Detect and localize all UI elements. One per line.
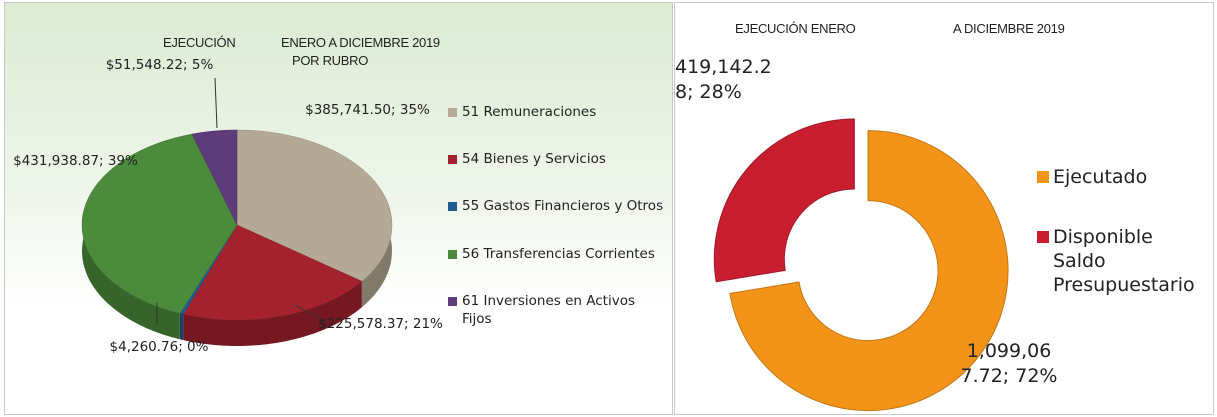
- data-label: $225,578.37; 21%: [318, 315, 443, 333]
- page: EJECUCIÓN ENERO A DICIEMBRE 2019 POR RUBRO…: [0, 0, 1217, 417]
- chart-title: A DICIEMBRE 2019: [953, 21, 1065, 36]
- data-label: $431,938.87; 39%: [13, 152, 138, 170]
- donut-panel: EJECUCIÓN ENERO A DICIEMBRE 2019 1,099,067…: [674, 2, 1214, 415]
- chart-title: POR RUBRO: [292, 53, 368, 68]
- legend-entry: Disponible Saldo Presupuestario: [1037, 225, 1203, 297]
- legend-swatch: [448, 250, 457, 259]
- data-label: 419,142.28; 28%: [675, 55, 773, 105]
- pie-slice-side: [180, 313, 184, 340]
- pie-panel: EJECUCIÓN ENERO A DICIEMBRE 2019 POR RUBRO…: [4, 2, 673, 415]
- legend-swatch: [448, 202, 457, 211]
- donut-slice: [714, 119, 854, 282]
- legend-swatch: [448, 297, 457, 306]
- legend-entry: 61 Inversiones en Activos Fijos: [448, 292, 667, 328]
- legend-swatch: [1037, 231, 1049, 243]
- chart-title: ENERO A DICIEMBRE 2019: [281, 35, 440, 50]
- chart-title: EJECUCIÓN: [163, 35, 235, 50]
- legend-entry: 51 Remuneraciones: [448, 103, 667, 121]
- data-label: $51,548.22; 5%: [97, 56, 222, 74]
- data-label: 1,099,067.72; 72%: [958, 339, 1060, 389]
- leader-line: [215, 78, 217, 128]
- legend-entry: 54 Bienes y Servicios: [448, 150, 667, 168]
- legend-entry: 55 Gastos Financieros y Otros: [448, 197, 667, 215]
- legend-swatch: [448, 108, 457, 117]
- data-label: $385,741.50; 35%: [305, 101, 430, 119]
- legend-entry: 56 Transferencias Corrientes: [448, 245, 667, 263]
- data-label: $4,260.76; 0%: [79, 338, 239, 356]
- legend-entry: Ejecutado: [1037, 165, 1203, 189]
- chart-title: EJECUCIÓN ENERO: [735, 21, 855, 36]
- legend-swatch: [1037, 171, 1049, 183]
- legend-swatch: [448, 155, 457, 164]
